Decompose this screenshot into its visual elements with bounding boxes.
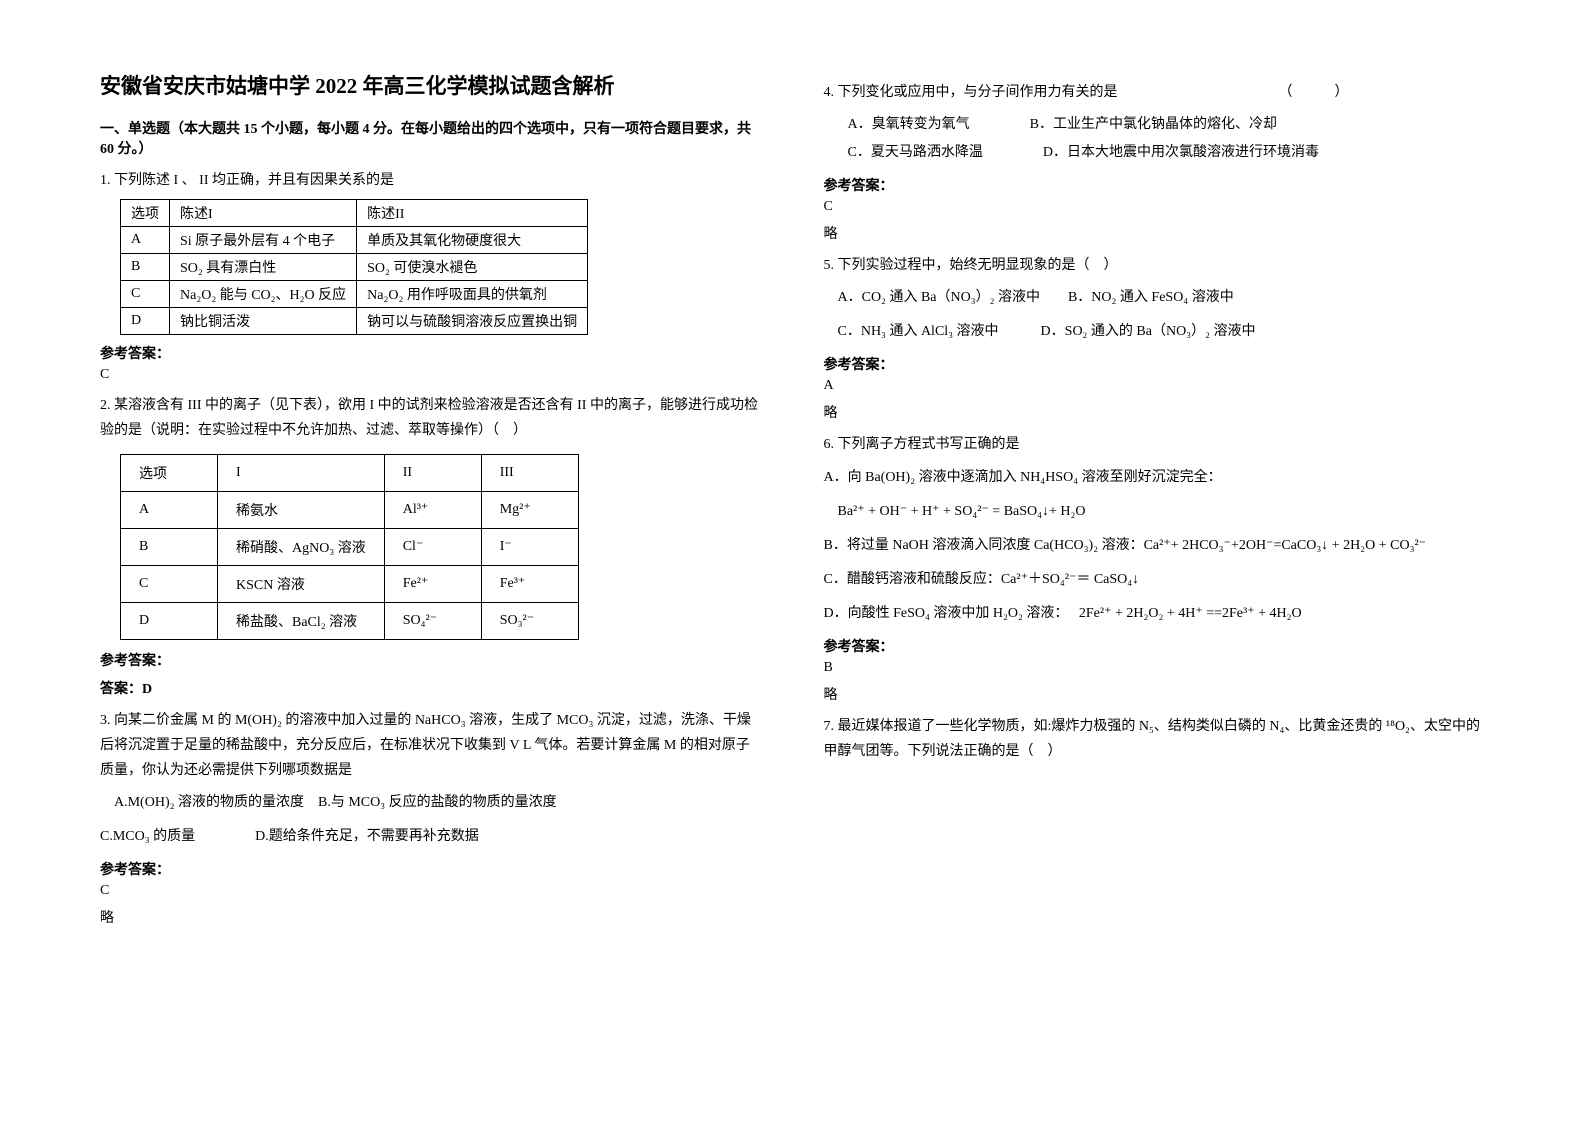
table-row: B 稀硝酸、AgNO₃ 溶液 Cl⁻ I⁻ bbox=[121, 528, 579, 565]
q6-option-a: A．向 Ba(OH)₂ 溶液中逐滴加入 NH₄HSO₄ 溶液至刚好沉淀完全： bbox=[824, 464, 1488, 492]
cell: 钠比铜活泼 bbox=[170, 308, 357, 335]
q1-stem: 1. 下列陈述 I 、 II 均正确，并且有因果关系的是 bbox=[100, 168, 764, 193]
cell: C bbox=[121, 281, 170, 308]
q4-option-b: B．工业生产中氯化钠晶体的熔化、冷却 bbox=[1030, 111, 1277, 139]
cell: KSCN 溶液 bbox=[218, 565, 385, 602]
cell: C bbox=[121, 565, 218, 602]
q2-stem: 2. 某溶液含有 III 中的离子（见下表），欲用 I 中的试剂来检验溶液是否还… bbox=[100, 393, 764, 443]
q5-options-line2: C．NH₃ 通入 AlCl₃ 溶液中 D．SO₂ 通入的 Ba（NO₃）₂ 溶液… bbox=[824, 318, 1488, 346]
q1-table: 选项 陈述I 陈述II A Si 原子最外层有 4 个电子 单质及其氧化物硬度很… bbox=[120, 199, 588, 335]
cell: Na₂O₂ 能与 CO₂、H₂O 反应 bbox=[170, 281, 357, 308]
q6-option-b: B．将过量 NaOH 溶液滴入同浓度 Ca(HCO₃)₂ 溶液：Ca²⁺+ 2H… bbox=[824, 532, 1488, 560]
cell: Cl⁻ bbox=[384, 528, 481, 565]
table-row: 选项 I II III bbox=[121, 454, 579, 491]
q5-stem: 5. 下列实验过程中，始终无明显现象的是（ ） bbox=[824, 253, 1488, 278]
q5-options-line1: A．CO₂ 通入 Ba（NO₃）₂ 溶液中 B．NO₂ 通入 FeSO₄ 溶液中 bbox=[824, 284, 1488, 312]
q3-note: 略 bbox=[100, 907, 764, 927]
q4-option-c: C．夏天马路洒水降温 bbox=[848, 139, 983, 167]
q1-answer: C bbox=[100, 367, 764, 383]
q2-answer: 答案：D bbox=[100, 678, 764, 698]
q3-options-line2: C.MCO₃ 的质量 D.题给条件充足，不需要再补充数据 bbox=[100, 823, 764, 851]
table-row: C KSCN 溶液 Fe²⁺ Fe³⁺ bbox=[121, 565, 579, 602]
cell: II bbox=[384, 454, 481, 491]
section-header: 一、单选题（本大题共 15 个小题，每小题 4 分。在每小题给出的四个选项中，只… bbox=[100, 118, 764, 158]
cell: 钠可以与硫酸铜溶液反应置换出铜 bbox=[357, 308, 588, 335]
cell: I bbox=[218, 454, 385, 491]
cell: SO₃²⁻ bbox=[481, 602, 578, 639]
table-row: C Na₂O₂ 能与 CO₂、H₂O 反应 Na₂O₂ 用作呼吸面具的供氧剂 bbox=[121, 281, 588, 308]
cell: I⁻ bbox=[481, 528, 578, 565]
cell: 稀盐酸、BaCl₂ 溶液 bbox=[218, 602, 385, 639]
q6-note: 略 bbox=[824, 684, 1488, 704]
cell: D bbox=[121, 602, 218, 639]
cell: 稀硝酸、AgNO₃ 溶液 bbox=[218, 528, 385, 565]
q6-stem: 6. 下列离子方程式书写正确的是 bbox=[824, 432, 1488, 457]
q3-option-c: C.MCO₃ 的质量 bbox=[100, 823, 195, 851]
q3-stem: 3. 向某二价金属 M 的 M(OH)₂ 的溶液中加入过量的 NaHCO₃ 溶液… bbox=[100, 708, 764, 784]
cell: 单质及其氧化物硬度很大 bbox=[357, 227, 588, 254]
cell: A bbox=[121, 227, 170, 254]
cell: SO₂ 可使溴水褪色 bbox=[357, 254, 588, 281]
q3-options-line1: A.M(OH)₂ 溶液的物质的量浓度 B.与 MCO₃ 反应的盐酸的物质的量浓度 bbox=[100, 789, 764, 817]
q6-option-d: D．向酸性 FeSO₄ 溶液中加 H₂O₂ 溶液： 2Fe²⁺ + 2H₂O₂ … bbox=[824, 600, 1488, 628]
cell: SO₂ 具有漂白性 bbox=[170, 254, 357, 281]
table-row: B SO₂ 具有漂白性 SO₂ 可使溴水褪色 bbox=[121, 254, 588, 281]
cell: A bbox=[121, 491, 218, 528]
q4-options: A．臭氧转变为氧气 B．工业生产中氯化钠晶体的熔化、冷却 C．夏天马路洒水降温 … bbox=[824, 111, 1488, 167]
ref-label: 参考答案： bbox=[100, 650, 764, 670]
ref-label: 参考答案： bbox=[100, 343, 764, 363]
q3-answer: C bbox=[100, 883, 764, 899]
cell: Fe³⁺ bbox=[481, 565, 578, 602]
ref-label: 参考答案： bbox=[100, 859, 764, 879]
cell: Fe²⁺ bbox=[384, 565, 481, 602]
q6-option-a-eq: Ba²⁺ + OH⁻ + H⁺ + SO₄²⁻ = BaSO₄↓+ H₂O bbox=[824, 498, 1488, 526]
ref-label: 参考答案： bbox=[824, 354, 1488, 374]
cell: Al³⁺ bbox=[384, 491, 481, 528]
q5-note: 略 bbox=[824, 402, 1488, 422]
q6-answer: B bbox=[824, 660, 1488, 676]
q4-note: 略 bbox=[824, 223, 1488, 243]
cell: Na₂O₂ 用作呼吸面具的供氧剂 bbox=[357, 281, 588, 308]
exam-title: 安徽省安庆市姑塘中学 2022 年高三化学模拟试题含解析 bbox=[100, 70, 764, 100]
q4-answer: C bbox=[824, 199, 1488, 215]
cell: B bbox=[121, 528, 218, 565]
ref-label: 参考答案： bbox=[824, 636, 1488, 656]
cell: Si 原子最外层有 4 个电子 bbox=[170, 227, 357, 254]
cell: 稀氨水 bbox=[218, 491, 385, 528]
cell: SO₄²⁻ bbox=[384, 602, 481, 639]
table-row: 选项 陈述I 陈述II bbox=[121, 200, 588, 227]
cell: B bbox=[121, 254, 170, 281]
cell: III bbox=[481, 454, 578, 491]
q5-answer: A bbox=[824, 378, 1488, 394]
cell: 陈述II bbox=[357, 200, 588, 227]
q4-option-d: D．日本大地震中用次氯酸溶液进行环境消毒 bbox=[1043, 139, 1319, 167]
cell: 选项 bbox=[121, 200, 170, 227]
q7-stem: 7. 最近媒体报道了一些化学物质，如:爆炸力极强的 N₅、结构类似白磷的 N₄、… bbox=[824, 714, 1488, 764]
right-column: 4. 下列变化或应用中，与分子间作用力有关的是 （ ） A．臭氧转变为氧气 B．… bbox=[824, 70, 1488, 935]
cell: Mg²⁺ bbox=[481, 491, 578, 528]
left-column: 安徽省安庆市姑塘中学 2022 年高三化学模拟试题含解析 一、单选题（本大题共 … bbox=[100, 70, 764, 935]
table-row: A 稀氨水 Al³⁺ Mg²⁺ bbox=[121, 491, 579, 528]
cell: 选项 bbox=[121, 454, 218, 491]
table-row: D 稀盐酸、BaCl₂ 溶液 SO₄²⁻ SO₃²⁻ bbox=[121, 602, 579, 639]
cell: 陈述I bbox=[170, 200, 357, 227]
q3-option-d: D.题给条件充足，不需要再补充数据 bbox=[255, 823, 479, 851]
q6-option-c: C．醋酸钙溶液和硫酸反应：Ca²⁺＋SO₄²⁻＝ CaSO₄↓ bbox=[824, 566, 1488, 594]
cell: D bbox=[121, 308, 170, 335]
table-row: D 钠比铜活泼 钠可以与硫酸铜溶液反应置换出铜 bbox=[121, 308, 588, 335]
q4-stem: 4. 下列变化或应用中，与分子间作用力有关的是 （ ） bbox=[824, 80, 1488, 105]
q4-option-a: A．臭氧转变为氧气 bbox=[848, 111, 970, 139]
q2-table: 选项 I II III A 稀氨水 Al³⁺ Mg²⁺ B 稀硝酸、AgNO₃ … bbox=[120, 454, 579, 640]
table-row: A Si 原子最外层有 4 个电子 单质及其氧化物硬度很大 bbox=[121, 227, 588, 254]
ref-label: 参考答案： bbox=[824, 175, 1488, 195]
